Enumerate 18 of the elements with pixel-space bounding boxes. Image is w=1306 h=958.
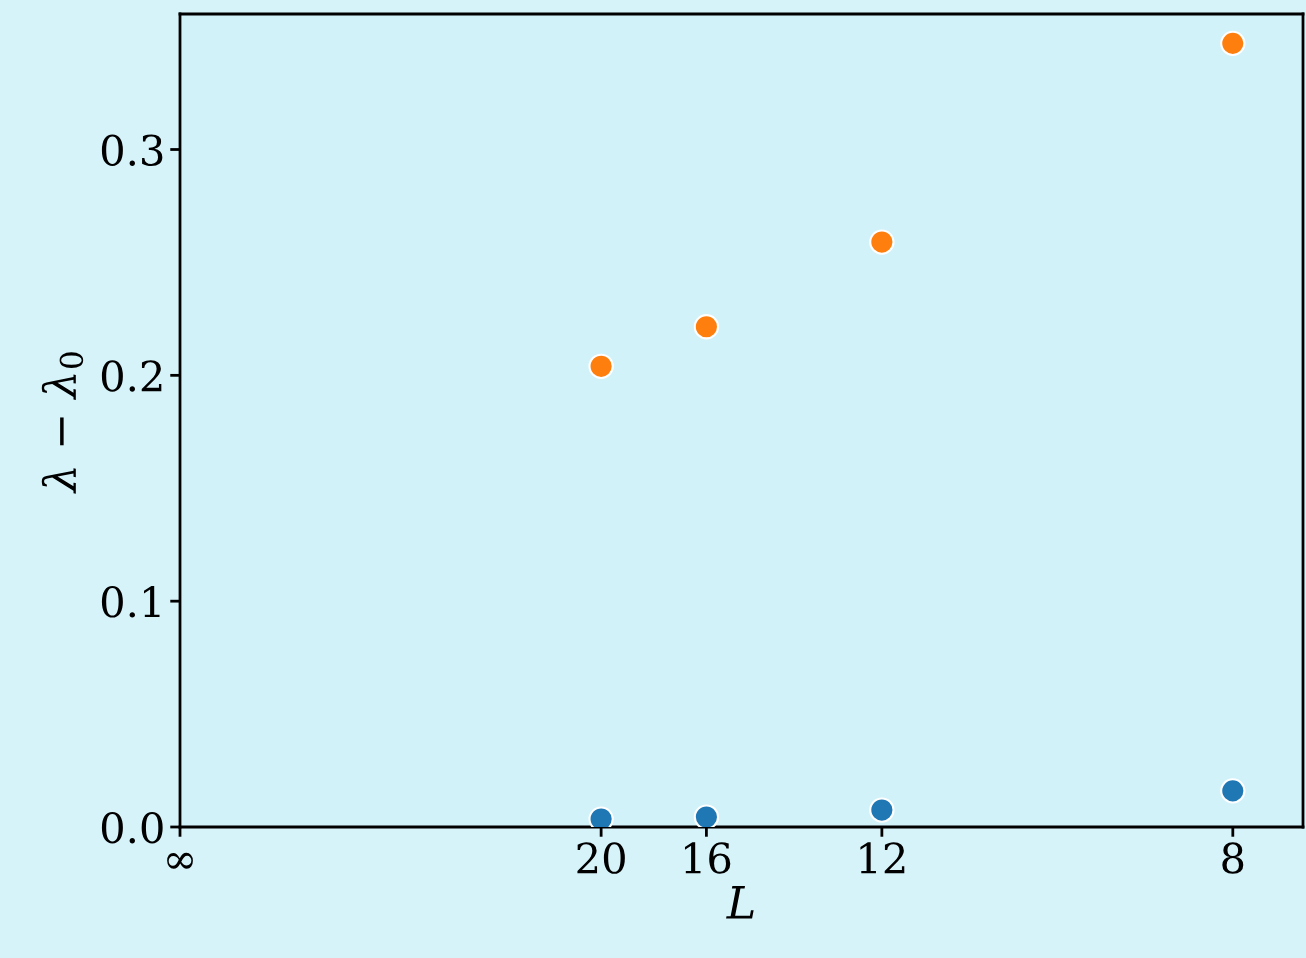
point xyxy=(1220,30,1246,57)
x-tick-label: 8 xyxy=(1222,842,1244,874)
point xyxy=(693,804,720,827)
x-axis-title: L xyxy=(726,886,754,919)
point xyxy=(588,353,614,379)
x-tick-label: 12 xyxy=(860,842,905,874)
y-tick-label: 0.0 xyxy=(101,811,163,844)
y-axis-title: λ − λ$_{0}$ xyxy=(41,352,84,494)
y-tick-label: 0.1 xyxy=(101,586,160,618)
point xyxy=(869,797,895,823)
x-tick-label: ∞ xyxy=(167,852,193,869)
y-tick-label: 0.2 xyxy=(101,360,162,392)
point xyxy=(869,229,895,255)
x-tick-label: 16 xyxy=(684,842,731,874)
point xyxy=(693,314,720,340)
x-tick-label: 20 xyxy=(577,842,625,874)
point xyxy=(1220,778,1246,804)
y-tick-label: 0.3 xyxy=(101,134,163,166)
